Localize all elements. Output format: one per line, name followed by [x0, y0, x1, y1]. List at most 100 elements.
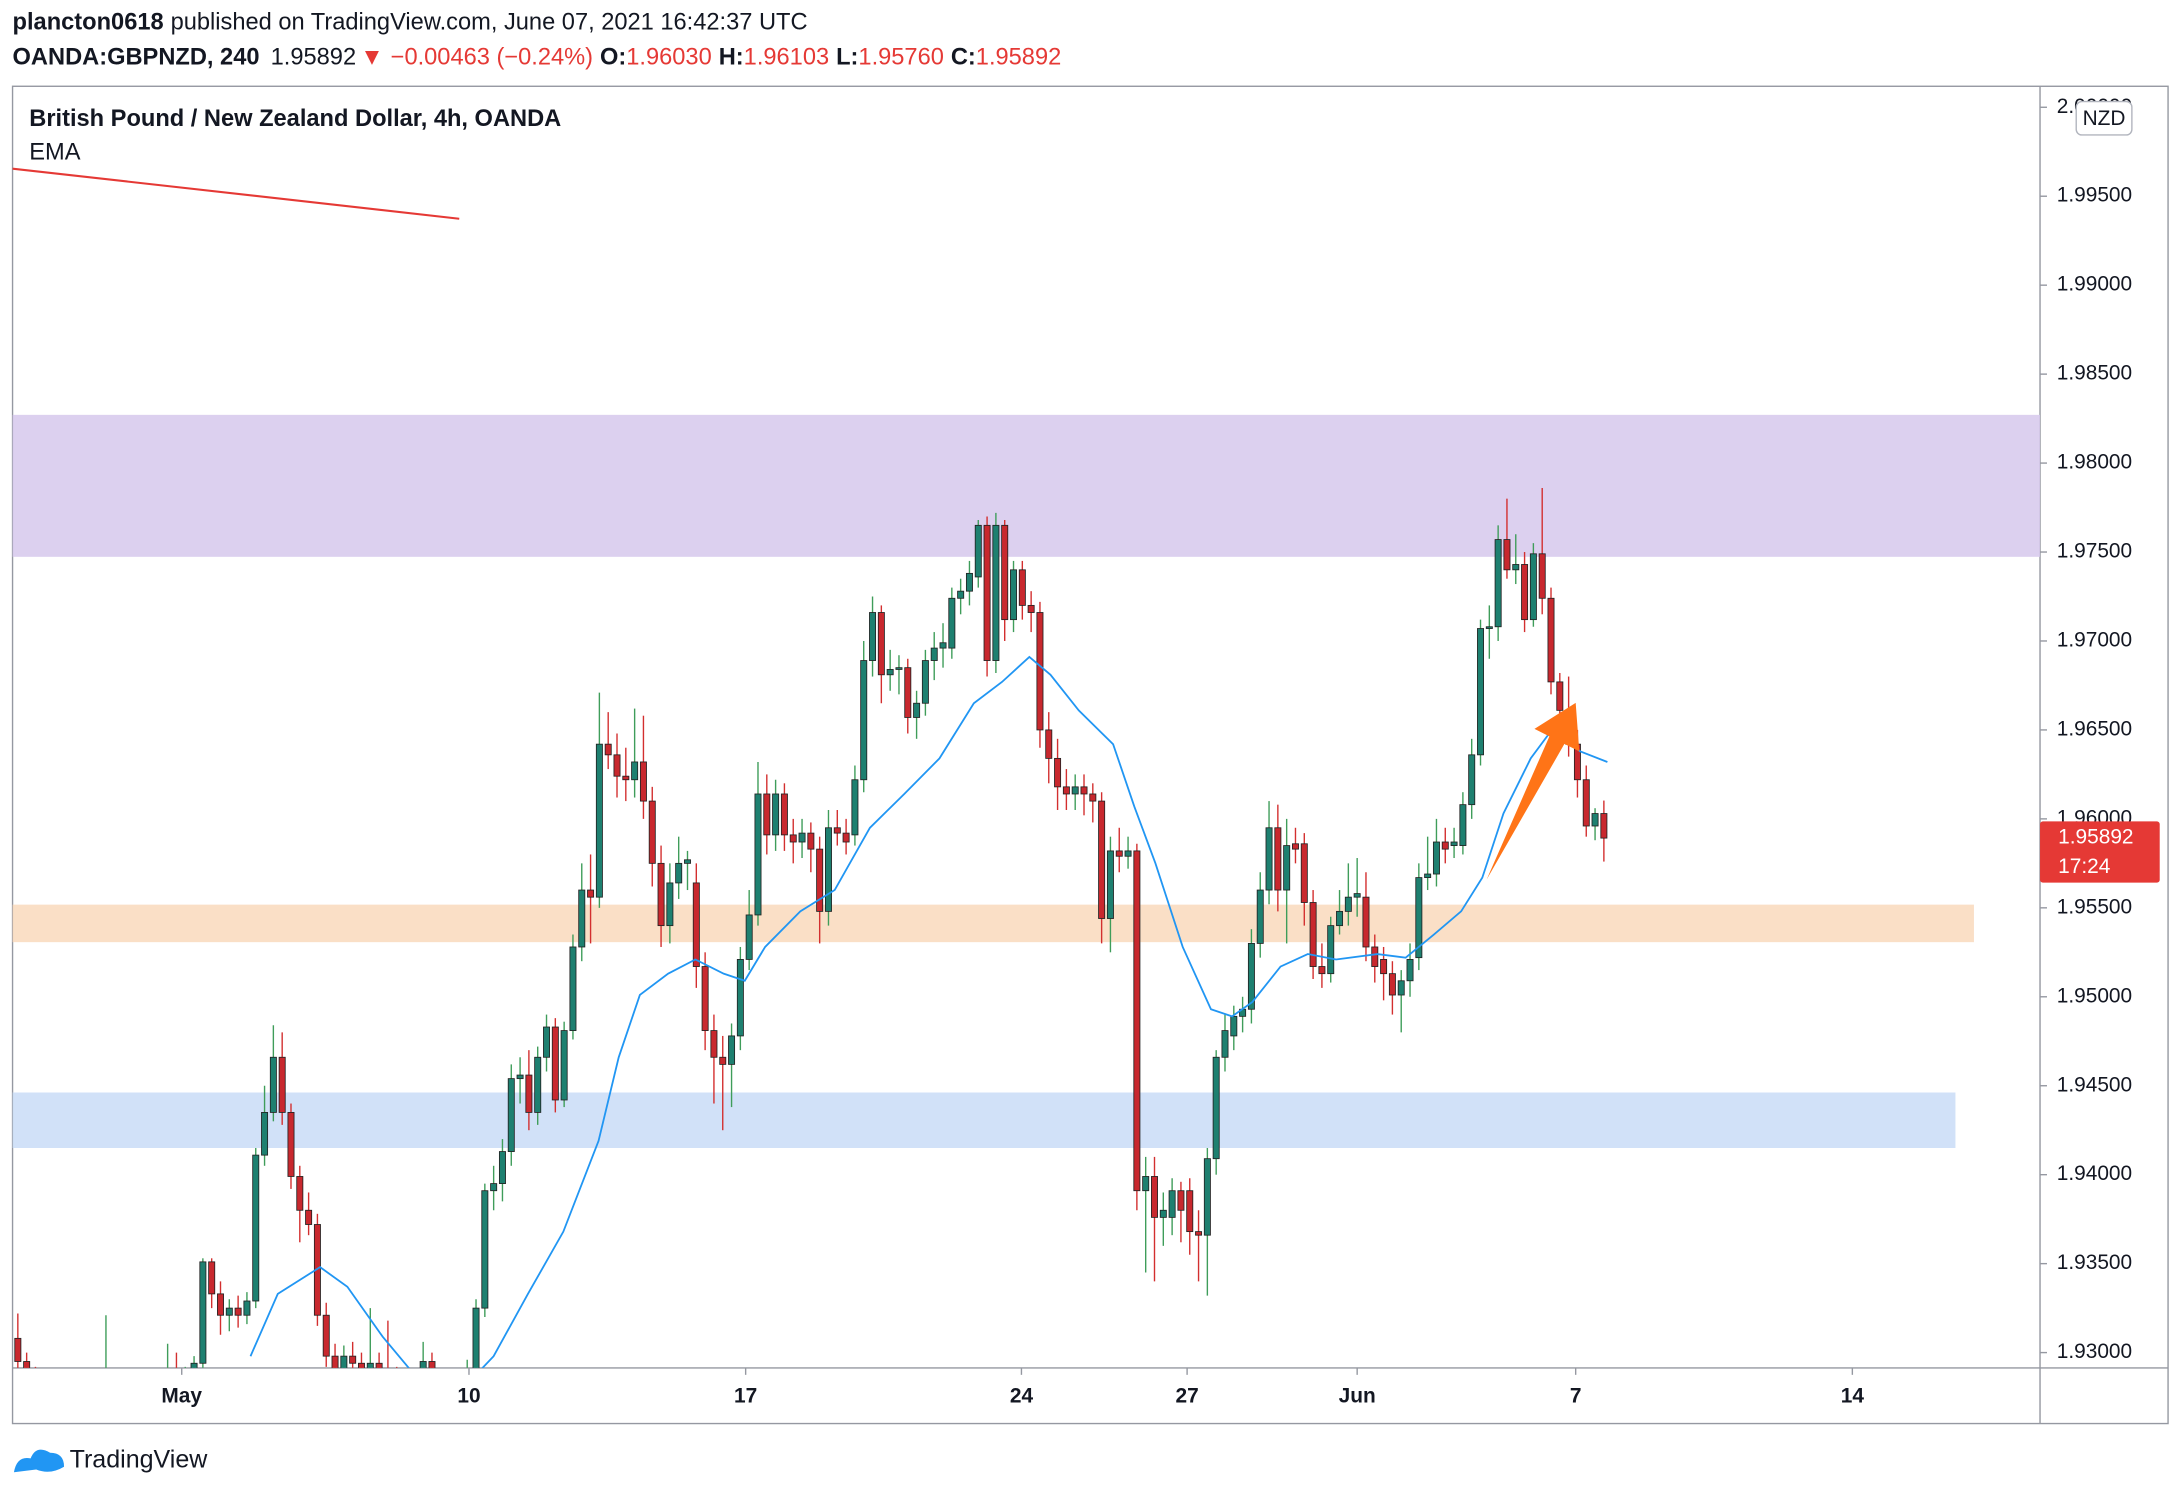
candle-body	[252, 1154, 260, 1302]
candle-body	[613, 754, 621, 777]
candle-body	[349, 1355, 357, 1364]
open: 1.96030	[626, 45, 711, 71]
y-tick-label: 1.93500	[2057, 1251, 2132, 1274]
candle-body	[1336, 910, 1344, 927]
logo	[13, 1449, 65, 1473]
candle-body	[1327, 925, 1335, 975]
candle-body	[578, 889, 586, 948]
candle-body	[930, 647, 938, 661]
candle-body	[701, 966, 709, 1032]
zone	[12, 1092, 1956, 1149]
symbol: OANDA:GBPNZD, 240	[13, 45, 260, 71]
candle-body	[569, 946, 577, 1032]
candle-body	[1212, 1056, 1220, 1160]
candle-body	[1309, 902, 1317, 967]
axes: 1.93000 1.93500 1.94000 1.94500 1.95000 1.955…	[161, 95, 2160, 1408]
candle-body	[587, 889, 595, 898]
candle-body	[622, 775, 630, 781]
candle-body	[1477, 628, 1484, 756]
x-tick-label: 24	[1010, 1385, 1034, 1408]
candle-body	[1591, 813, 1599, 827]
candle-body	[965, 572, 973, 592]
candle-body	[807, 832, 815, 850]
arrow	[1486, 702, 1580, 880]
candle-body	[745, 914, 753, 960]
candle-body	[534, 1056, 542, 1113]
y-tick-label: 1.95000	[2057, 984, 2132, 1007]
candle-body	[1010, 569, 1017, 621]
candle-body	[657, 862, 665, 927]
candle-body	[798, 832, 806, 843]
candle-body	[1168, 1190, 1176, 1218]
candle-body	[895, 667, 903, 670]
candle-body	[1177, 1190, 1185, 1211]
publish-line: plancton0618 published on TradingView.com…	[13, 10, 808, 36]
candle-body	[921, 660, 929, 704]
x-tick-label: 7	[1570, 1385, 1582, 1408]
last-price-label: 1.95892	[2058, 826, 2133, 849]
candle-body	[287, 1112, 295, 1177]
last-price-badge	[2040, 821, 2160, 883]
y-tick-label: 1.96500	[2057, 717, 2132, 740]
c-label: C:	[951, 45, 976, 71]
candle-body	[1380, 959, 1388, 975]
y-tick-label: 1.95500	[2057, 895, 2132, 918]
candle-body	[560, 1030, 568, 1101]
countdown: 17:24	[2058, 855, 2110, 878]
candle-body	[1195, 1231, 1203, 1236]
y-tick-label: 1.93000	[2057, 1340, 2132, 1363]
candle-body	[904, 667, 912, 718]
candle-body	[1397, 980, 1405, 996]
candle-body	[869, 612, 877, 661]
candle-body	[851, 779, 859, 836]
y-tick-label: 1.97500	[2057, 540, 2132, 563]
candle-body	[1115, 850, 1123, 857]
candle-body	[1054, 757, 1062, 788]
candle-body	[1089, 793, 1097, 802]
y-tick-label: 1.98500	[2057, 362, 2132, 385]
candle-body	[490, 1183, 498, 1192]
candle-body	[23, 1361, 31, 1368]
candle-body	[710, 1030, 718, 1058]
candle-body	[14, 1337, 22, 1362]
candle-body	[1283, 845, 1291, 891]
candle-body	[1521, 564, 1529, 621]
candle-body	[992, 524, 1000, 661]
candle-body	[1529, 553, 1537, 621]
candle-body	[666, 882, 674, 927]
close: 1.95892	[976, 45, 1061, 71]
candle-body	[604, 743, 612, 756]
candle-body	[1318, 966, 1326, 975]
candle-body	[1388, 973, 1396, 996]
candle-body	[939, 642, 947, 649]
candle-body	[974, 524, 982, 578]
candle-body	[1441, 841, 1449, 850]
candle-body	[305, 1209, 313, 1225]
x-tick-label: 10	[457, 1385, 480, 1408]
y-tick-label: 1.97000	[2057, 628, 2132, 651]
candle-body	[1036, 612, 1044, 731]
candle-body	[498, 1151, 506, 1185]
candle-body	[269, 1056, 277, 1113]
candle-body	[1582, 779, 1590, 827]
candle-body	[525, 1074, 533, 1113]
author: plancton0618	[13, 10, 164, 36]
candle-body	[948, 597, 956, 649]
plot	[12, 167, 2041, 1368]
candle-body	[1265, 827, 1273, 891]
y-tick-label: 1.94000	[2057, 1162, 2132, 1185]
candle-body	[877, 612, 885, 676]
candle-body	[1080, 786, 1088, 795]
candle-body	[1512, 564, 1520, 571]
low: 1.95760	[858, 45, 943, 71]
x-tick-label: May	[161, 1385, 202, 1408]
candle-body	[1468, 754, 1476, 806]
candle-body	[358, 1362, 365, 1368]
candle-body	[1221, 1030, 1229, 1058]
candle-body	[1071, 786, 1079, 795]
candle-body	[692, 882, 700, 967]
candle-body	[736, 959, 744, 1037]
candle-body	[1247, 942, 1255, 1010]
candle-body	[728, 1035, 736, 1065]
ema-line	[249, 655, 1608, 1368]
